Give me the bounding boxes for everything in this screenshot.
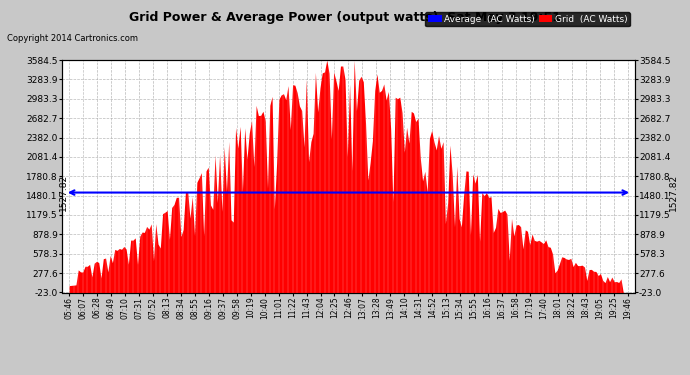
Legend: Average  (AC Watts), Grid  (AC Watts): Average (AC Watts), Grid (AC Watts)	[425, 12, 630, 26]
Text: Copyright 2014 Cartronics.com: Copyright 2014 Cartronics.com	[7, 34, 138, 43]
Text: 1527.82: 1527.82	[669, 174, 678, 211]
Text: 1527.82: 1527.82	[59, 174, 68, 211]
Text: Grid Power & Average Power (output watts)  Sat May 3 19:51: Grid Power & Average Power (output watts…	[129, 11, 561, 24]
